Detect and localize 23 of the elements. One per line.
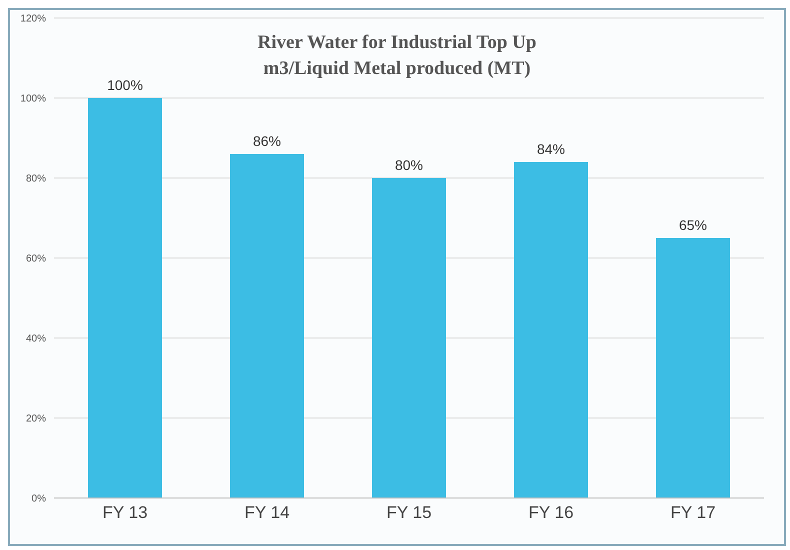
y-tick-label: 20% (26, 414, 46, 425)
data-label: 84% (536, 141, 566, 157)
x-tick-label: FY 16 (528, 503, 574, 522)
data-label: 80% (394, 157, 424, 173)
y-tick-label: 80% (26, 174, 46, 185)
y-tick-label: 120% (20, 14, 46, 25)
bar (372, 178, 446, 498)
y-tick-label: 40% (26, 334, 46, 345)
text: River Water for Industrial Top Up m3/Liquid Metal produced (MT) (256, 31, 538, 79)
x-tick-label: FY 14 (244, 503, 290, 522)
bar (88, 98, 162, 498)
bar (514, 162, 588, 498)
bar (230, 154, 304, 498)
bar (656, 238, 730, 498)
y-tick-label: 60% (26, 254, 46, 265)
data-label: 86% (252, 133, 282, 149)
x-tick-label: FY 17 (670, 503, 716, 522)
y-tick-label: 0% (32, 494, 46, 505)
y-tick-label: 100% (20, 94, 46, 105)
x-tick-label: FY 13 (102, 503, 148, 522)
data-label: 100% (107, 77, 143, 93)
data-label: 65% (678, 217, 708, 233)
x-tick-label: FY 15 (386, 503, 432, 522)
